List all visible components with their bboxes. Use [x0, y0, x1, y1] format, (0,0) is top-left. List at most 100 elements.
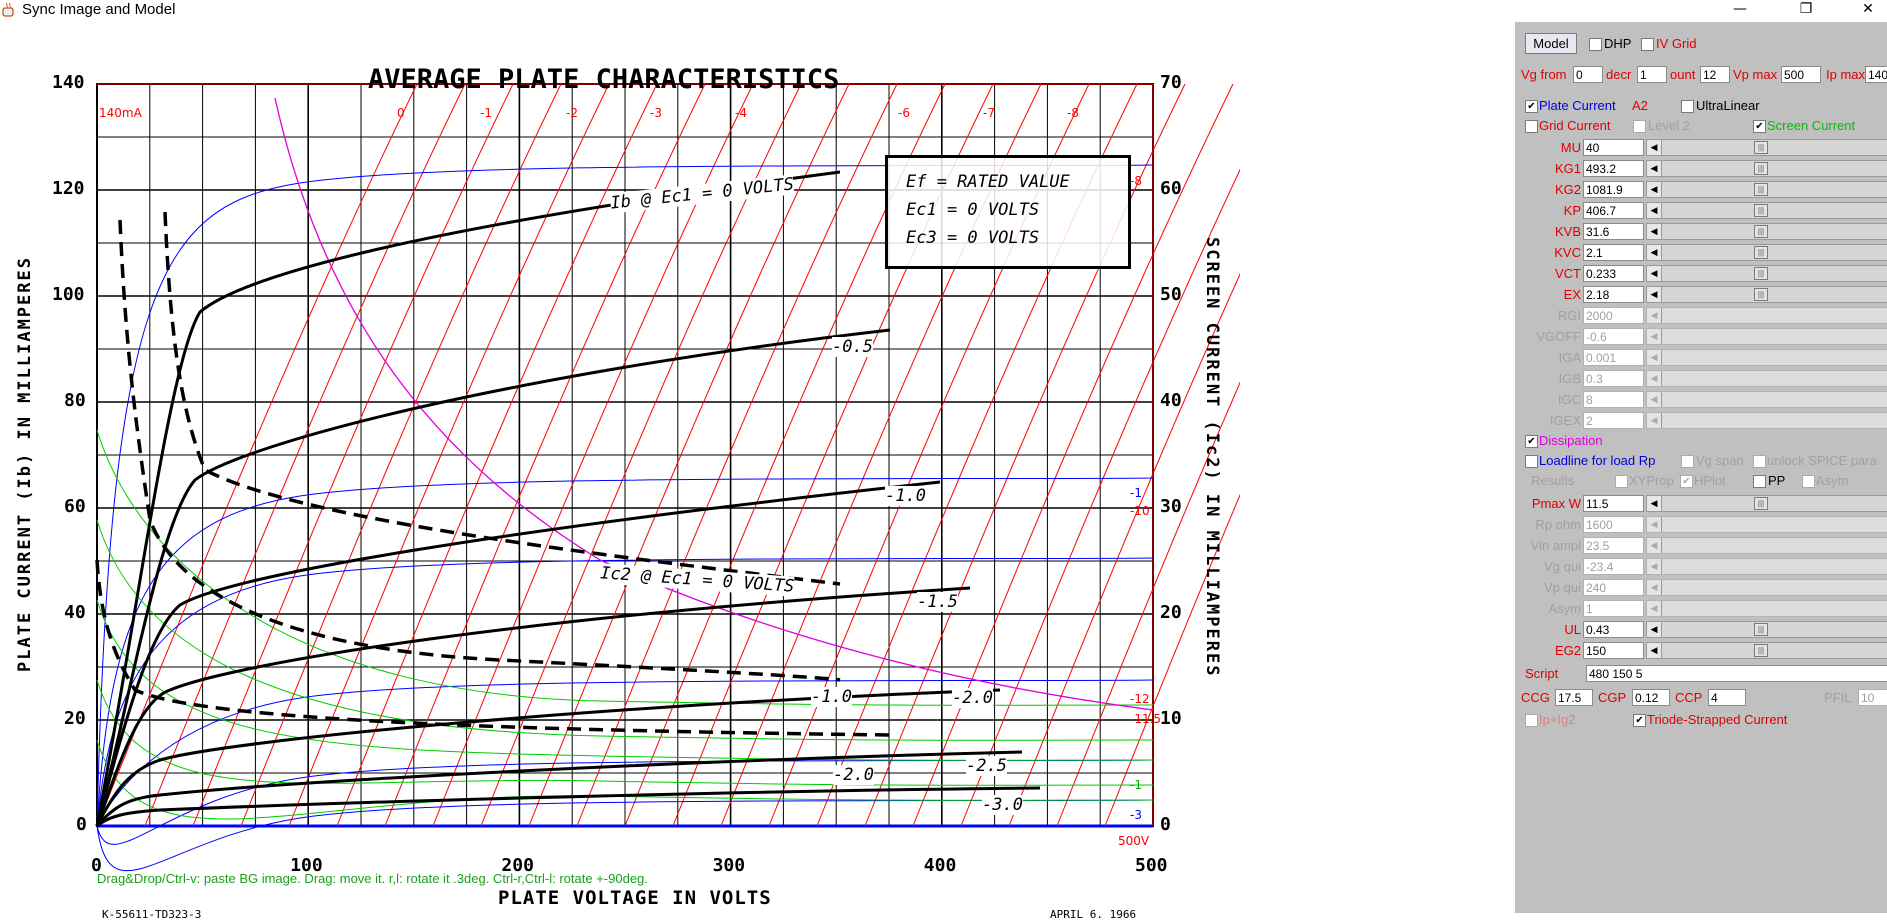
param-input[interactable]: 2000 [1583, 307, 1644, 324]
dhp-checkbox[interactable] [1589, 38, 1602, 51]
param-input[interactable]: 1600 [1583, 516, 1644, 533]
param-slider[interactable]: ◀ ||| [1646, 160, 1887, 177]
plate-current-checkbox[interactable]: ✔ [1525, 100, 1538, 113]
param-input[interactable]: 406.7 [1583, 202, 1644, 219]
param-input[interactable]: 31.6 [1583, 223, 1644, 240]
slider-thumb[interactable]: ||| [1754, 141, 1768, 154]
grid-current-checkbox[interactable] [1525, 120, 1538, 133]
plot-canvas[interactable]: AVERAGE PLATE CHARACTERISTICS PLATE VOLT… [0, 22, 1240, 921]
screen-current-checkbox[interactable]: ✔ [1753, 120, 1766, 133]
param-slider[interactable]: ◀ ||| [1646, 202, 1887, 219]
slider-thumb[interactable]: ||| [1754, 644, 1768, 657]
param-input[interactable]: 2 [1583, 412, 1644, 429]
param-input[interactable]: 0.233 [1583, 265, 1644, 282]
slider-left-arrow-icon[interactable]: ◀ [1647, 182, 1662, 197]
param-slider[interactable]: ◀ ||| [1646, 621, 1887, 638]
slider-thumb[interactable]: ||| [1754, 204, 1768, 217]
slider-left-arrow-icon[interactable]: ◀ [1647, 140, 1662, 155]
model-button[interactable]: Model [1525, 33, 1577, 54]
param-slider[interactable]: ◀ [1646, 307, 1887, 324]
param-input[interactable]: 1081.9 [1583, 181, 1644, 198]
param-slider[interactable]: ◀ [1646, 412, 1887, 429]
slider-thumb[interactable]: ||| [1754, 246, 1768, 259]
slider-left-arrow-icon[interactable]: ◀ [1647, 350, 1662, 365]
slider-left-arrow-icon[interactable]: ◀ [1647, 517, 1662, 532]
param-input[interactable]: 23.5 [1583, 537, 1644, 554]
param-slider[interactable]: ◀ ||| [1646, 642, 1887, 659]
param-slider[interactable]: ◀ ||| [1646, 181, 1887, 198]
param-input[interactable]: 150 [1583, 642, 1644, 659]
param-slider[interactable]: ◀ ||| [1646, 265, 1887, 282]
param-slider[interactable]: ◀ [1646, 537, 1887, 554]
param-slider[interactable]: ◀ ||| [1646, 223, 1887, 240]
param-input[interactable]: 240 [1583, 579, 1644, 596]
param-input[interactable]: 0.3 [1583, 370, 1644, 387]
param-slider[interactable]: ◀ [1646, 579, 1887, 596]
pfil-input[interactable]: 10 [1858, 689, 1887, 706]
vg-from-input[interactable]: 0 [1573, 66, 1603, 83]
slider-left-arrow-icon[interactable]: ◀ [1647, 287, 1662, 302]
slider-left-arrow-icon[interactable]: ◀ [1647, 245, 1662, 260]
slider-thumb[interactable]: ||| [1754, 267, 1768, 280]
slider-left-arrow-icon[interactable]: ◀ [1647, 413, 1662, 428]
param-input[interactable]: 8 [1583, 391, 1644, 408]
pp-checkbox[interactable] [1753, 475, 1766, 488]
param-slider[interactable]: ◀ ||| [1646, 244, 1887, 261]
loadline-checkbox[interactable] [1525, 455, 1538, 468]
param-input[interactable]: 40 [1583, 139, 1644, 156]
param-slider[interactable]: ◀ [1646, 349, 1887, 366]
slider-left-arrow-icon[interactable]: ◀ [1647, 161, 1662, 176]
param-input[interactable]: 1 [1583, 600, 1644, 617]
param-input[interactable]: 0.001 [1583, 349, 1644, 366]
param-slider[interactable]: ◀ [1646, 600, 1887, 617]
asym-checkbox[interactable] [1802, 475, 1815, 488]
unlock-spice-checkbox[interactable] [1753, 455, 1766, 468]
param-input[interactable]: -23.4 [1583, 558, 1644, 575]
param-slider[interactable]: ◀ [1646, 558, 1887, 575]
param-slider[interactable]: ◀ [1646, 391, 1887, 408]
dissipation-checkbox[interactable]: ✔ [1525, 435, 1538, 448]
param-input[interactable]: 11.5 [1583, 495, 1644, 512]
param-input[interactable]: -0.6 [1583, 328, 1644, 345]
slider-left-arrow-icon[interactable]: ◀ [1647, 329, 1662, 344]
slider-thumb[interactable]: ||| [1754, 225, 1768, 238]
param-input[interactable]: 2.18 [1583, 286, 1644, 303]
param-slider[interactable]: ◀ [1646, 328, 1887, 345]
ultralinear-checkbox[interactable] [1681, 100, 1694, 113]
ccg-input[interactable]: 17.5 [1555, 689, 1593, 706]
slider-left-arrow-icon[interactable]: ◀ [1647, 622, 1662, 637]
vg-span-checkbox[interactable] [1681, 455, 1694, 468]
triode-strapped-checkbox[interactable]: ✔ [1633, 714, 1646, 727]
param-slider[interactable]: ◀ ||| [1646, 495, 1887, 512]
ip-max-input[interactable]: 140 [1865, 66, 1887, 83]
param-slider[interactable]: ◀ ||| [1646, 286, 1887, 303]
count-input[interactable]: 12 [1700, 66, 1730, 83]
iv-grid-checkbox[interactable] [1641, 38, 1654, 51]
slider-left-arrow-icon[interactable]: ◀ [1647, 392, 1662, 407]
slider-left-arrow-icon[interactable]: ◀ [1647, 496, 1662, 511]
slider-left-arrow-icon[interactable]: ◀ [1647, 371, 1662, 386]
param-input[interactable]: 493.2 [1583, 160, 1644, 177]
param-input[interactable]: 2.1 [1583, 244, 1644, 261]
slider-left-arrow-icon[interactable]: ◀ [1647, 580, 1662, 595]
param-slider[interactable]: ◀ [1646, 516, 1887, 533]
slider-thumb[interactable]: ||| [1754, 183, 1768, 196]
vp-max-input[interactable]: 500 [1781, 66, 1821, 83]
xyprop-checkbox[interactable] [1615, 475, 1628, 488]
maximize-button[interactable]: ❐ [1799, 1, 1813, 17]
ip-ig2-checkbox[interactable] [1525, 714, 1538, 727]
param-slider[interactable]: ◀ [1646, 370, 1887, 387]
param-input[interactable]: 0.43 [1583, 621, 1644, 638]
slider-thumb[interactable]: ||| [1754, 288, 1768, 301]
slider-left-arrow-icon[interactable]: ◀ [1647, 308, 1662, 323]
slider-thumb[interactable]: ||| [1754, 623, 1768, 636]
minimize-button[interactable]: — [1733, 1, 1747, 17]
slider-left-arrow-icon[interactable]: ◀ [1647, 224, 1662, 239]
slider-left-arrow-icon[interactable]: ◀ [1647, 601, 1662, 616]
slider-left-arrow-icon[interactable]: ◀ [1647, 559, 1662, 574]
slider-left-arrow-icon[interactable]: ◀ [1647, 266, 1662, 281]
slider-thumb[interactable]: ||| [1754, 162, 1768, 175]
slider-left-arrow-icon[interactable]: ◀ [1647, 538, 1662, 553]
param-slider[interactable]: ◀ ||| [1646, 139, 1887, 156]
level2-checkbox[interactable] [1633, 120, 1646, 133]
